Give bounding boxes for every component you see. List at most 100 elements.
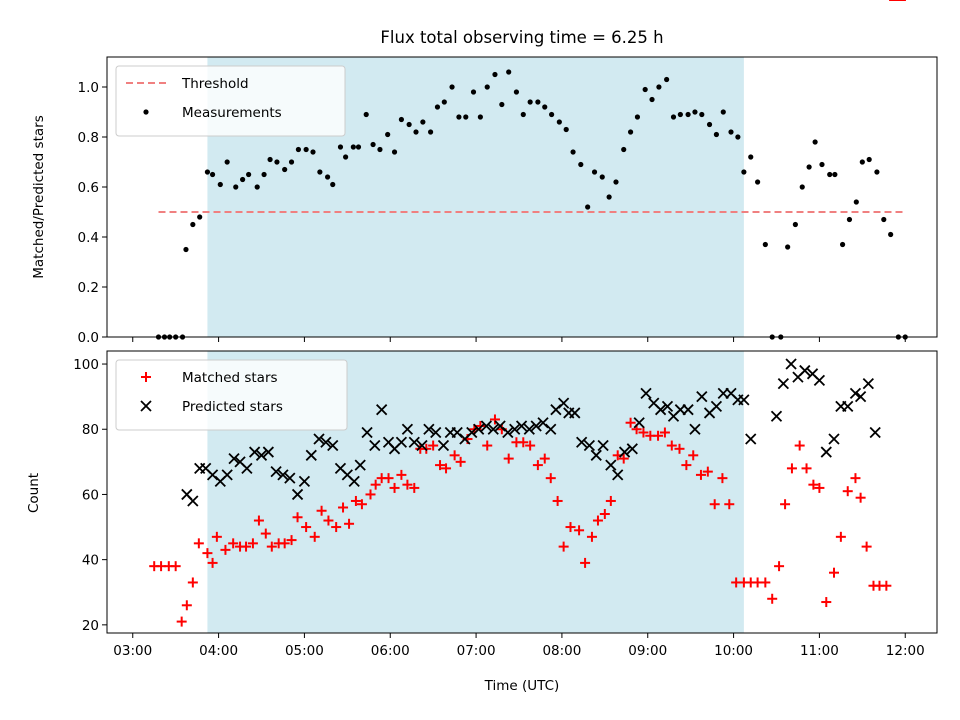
y-axis-label-bottom: Count (26, 473, 42, 513)
x-tick-label: 07:00 (457, 643, 496, 659)
data-point (434, 104, 441, 110)
data-point (653, 430, 664, 441)
data-point (874, 169, 880, 175)
data-point (298, 475, 311, 488)
data-point (835, 531, 846, 542)
data-point (710, 400, 723, 413)
data-point (449, 84, 455, 90)
data-point (688, 450, 699, 461)
plot-frame (106, 56, 938, 338)
data-point (724, 499, 735, 510)
data-point (677, 111, 683, 118)
data-point (370, 479, 381, 490)
legend-entry: Predicted stars (182, 399, 283, 415)
data-point (664, 76, 670, 83)
x-tick-label: 05:00 (285, 643, 324, 659)
data-point (748, 154, 754, 160)
data-point (209, 171, 216, 178)
data-point (284, 472, 296, 484)
data-point (881, 580, 892, 591)
data-point (702, 466, 713, 477)
data-point (253, 515, 264, 526)
data-point (484, 84, 490, 90)
data-point (376, 404, 388, 416)
data-point (881, 216, 887, 223)
data-point (202, 548, 213, 559)
data-point (828, 433, 840, 445)
data-point (350, 144, 356, 150)
data-point (502, 426, 514, 439)
y-tick-label: 1.0 (78, 80, 99, 96)
data-point (692, 109, 698, 115)
data-point (241, 462, 253, 475)
series-measurements (155, 69, 908, 340)
data-point (606, 194, 612, 200)
legend-box (115, 65, 346, 137)
data-point (846, 216, 853, 223)
y-tick-label: 0.6 (78, 180, 99, 196)
data-point (605, 495, 616, 506)
data-point (597, 439, 609, 452)
data-point (430, 426, 442, 439)
data-point (193, 538, 204, 549)
data-point (592, 515, 603, 526)
data-point (713, 131, 720, 138)
data-point (767, 593, 778, 604)
legend-swatch (140, 400, 152, 412)
data-point (613, 179, 619, 185)
data-point (402, 479, 413, 490)
data-point (777, 377, 789, 390)
data-point (355, 144, 362, 150)
data-point (539, 453, 550, 464)
data-point (248, 446, 261, 458)
data-point (408, 436, 420, 448)
data-point (401, 423, 414, 435)
data-point (383, 473, 394, 484)
data-point (586, 531, 597, 542)
x-tick-label: 06:00 (371, 643, 410, 659)
data-point (527, 99, 533, 105)
y-axis-label-top: Matched/Predicted stars (31, 115, 47, 278)
data-point (323, 515, 334, 526)
data-point (277, 469, 289, 481)
data-point (654, 404, 667, 416)
data-point (578, 161, 584, 168)
data-point (470, 89, 477, 95)
x-tick-label: 09:00 (628, 643, 667, 659)
data-point (545, 423, 557, 435)
data-point (350, 495, 361, 506)
star-count-panel: 20 40 60 80 100 03:00 04:00 05:00 06:00 07:00 08:0… (73, 0, 938, 659)
data-point (859, 159, 865, 165)
data-point (228, 538, 239, 549)
data-point (854, 391, 867, 403)
data-point (449, 450, 460, 461)
data-point (361, 426, 373, 439)
data-point (303, 146, 309, 153)
plot-frame (106, 350, 938, 634)
data-point (638, 427, 649, 438)
data-point (492, 71, 498, 78)
data-point (695, 469, 706, 480)
data-point (569, 407, 581, 419)
data-point (558, 541, 569, 552)
data-point (563, 126, 569, 133)
data-point (327, 439, 339, 452)
x-tick-label: 03:00 (113, 643, 152, 659)
data-point (241, 541, 252, 552)
data-point (330, 181, 336, 188)
data-point (217, 181, 223, 188)
data-point (255, 449, 268, 461)
data-point (785, 244, 791, 250)
data-point (821, 597, 832, 608)
chart-title: Flux total observing time = 6.25 h (380, 28, 663, 47)
data-point (649, 96, 655, 103)
data-point (827, 171, 833, 178)
data-point (261, 171, 267, 178)
legend-entry: Matched stars (182, 370, 278, 386)
data-point (518, 437, 529, 448)
data-point (728, 129, 734, 135)
data-point (794, 440, 805, 451)
data-point (532, 460, 543, 471)
data-point (813, 374, 826, 386)
